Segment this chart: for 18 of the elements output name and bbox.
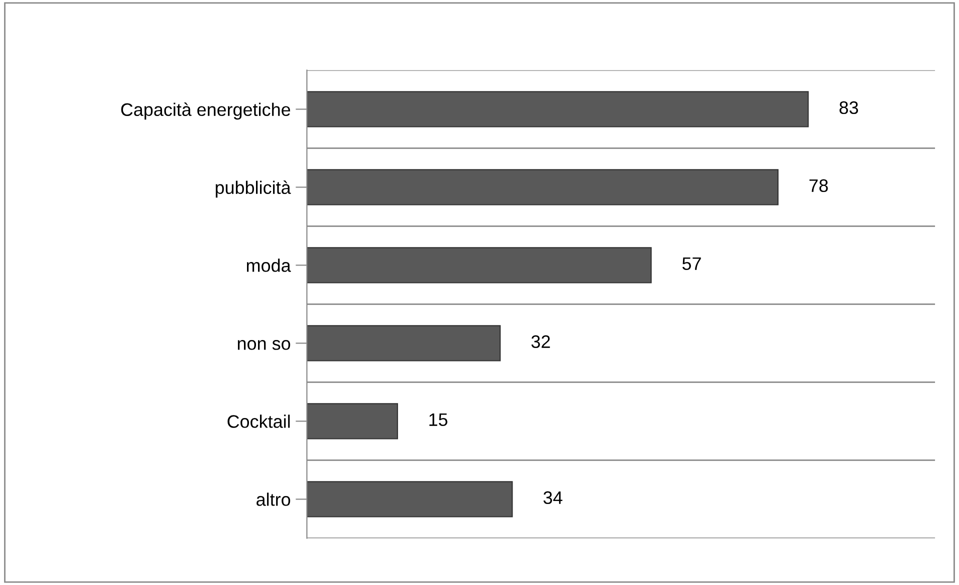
y-tick-label: Capacità energetiche bbox=[121, 102, 290, 120]
y-tick-label: Cocktail bbox=[228, 414, 290, 428]
y-tick-label: pubblicità bbox=[216, 180, 291, 198]
bar bbox=[306, 169, 779, 206]
y-tick-label: altro bbox=[256, 492, 290, 506]
bar bbox=[306, 403, 398, 440]
data-label: 32 bbox=[531, 335, 550, 348]
bar bbox=[306, 481, 513, 518]
data-label: 34 bbox=[543, 491, 562, 504]
bar bbox=[306, 247, 652, 284]
bar bbox=[306, 91, 809, 128]
y-tick-label: non so bbox=[238, 340, 290, 350]
y-tick-label: moda bbox=[246, 258, 291, 272]
bar bbox=[306, 325, 501, 362]
data-label: 57 bbox=[682, 257, 701, 270]
data-label: 83 bbox=[840, 101, 858, 114]
data-label: 78 bbox=[809, 179, 828, 192]
data-label: 15 bbox=[429, 413, 448, 426]
